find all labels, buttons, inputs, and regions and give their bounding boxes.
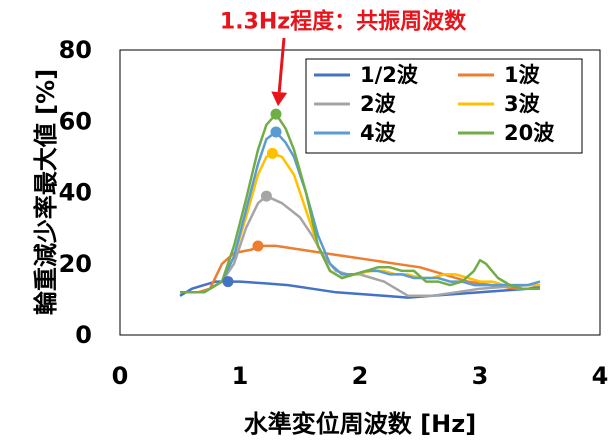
- resonance-annotation: 1.3Hz程度：共振周波数: [220, 9, 467, 107]
- series-line-1: [180, 244, 540, 294]
- legend-label: 1波: [504, 63, 541, 87]
- peak-marker-2: [260, 190, 272, 202]
- peak-marker-1: [252, 240, 264, 252]
- legend-label: 3波: [504, 92, 541, 116]
- series-line-2: [180, 194, 540, 298]
- peak-marker-3: [266, 147, 278, 159]
- y-tick-label: 60: [59, 107, 92, 135]
- annotation-text: 1.3Hz程度：共振周波数: [220, 9, 467, 35]
- peak-marker-4: [270, 126, 282, 138]
- x-tick-label: 3: [472, 362, 489, 390]
- annotation-arrowhead: [271, 91, 288, 107]
- legend: 1/2波 1波 2波 3波 4波 20波: [305, 58, 583, 154]
- x-tick-label: 4: [592, 362, 609, 390]
- legend-label: 2波: [360, 92, 397, 116]
- x-tick-label: 1: [232, 362, 249, 390]
- y-tick-label: 20: [59, 250, 92, 278]
- y-tick-label: 40: [59, 179, 92, 207]
- y-tick-labels: 0 20 40 60 80: [59, 36, 92, 349]
- x-tick-label: 2: [352, 362, 369, 390]
- x-axis-title: 水準変位周波数 [Hz]: [244, 410, 476, 438]
- legend-label: 1/2波: [360, 63, 419, 87]
- series-line-5: [180, 112, 540, 294]
- x-tick-labels: 0 1 2 3 4: [112, 362, 609, 390]
- annotation-arrow: [277, 37, 286, 93]
- y-axis-title: 輪重減少率最大値 [%]: [32, 69, 60, 315]
- legend-label: 4波: [360, 121, 397, 145]
- y-tick-label: 0: [75, 321, 92, 349]
- peak-markers: [222, 108, 282, 288]
- series-layer: [179, 112, 541, 299]
- legend-items: 1/2波 1波 2波 3波 4波 20波: [314, 63, 555, 145]
- peak-marker-5: [270, 108, 282, 120]
- series-line-0: [179, 280, 541, 299]
- x-tick-label: 0: [112, 362, 129, 390]
- legend-box: [305, 58, 583, 154]
- y-tick-label: 80: [59, 36, 92, 64]
- peak-marker-0: [222, 276, 234, 288]
- legend-label: 20波: [504, 121, 555, 145]
